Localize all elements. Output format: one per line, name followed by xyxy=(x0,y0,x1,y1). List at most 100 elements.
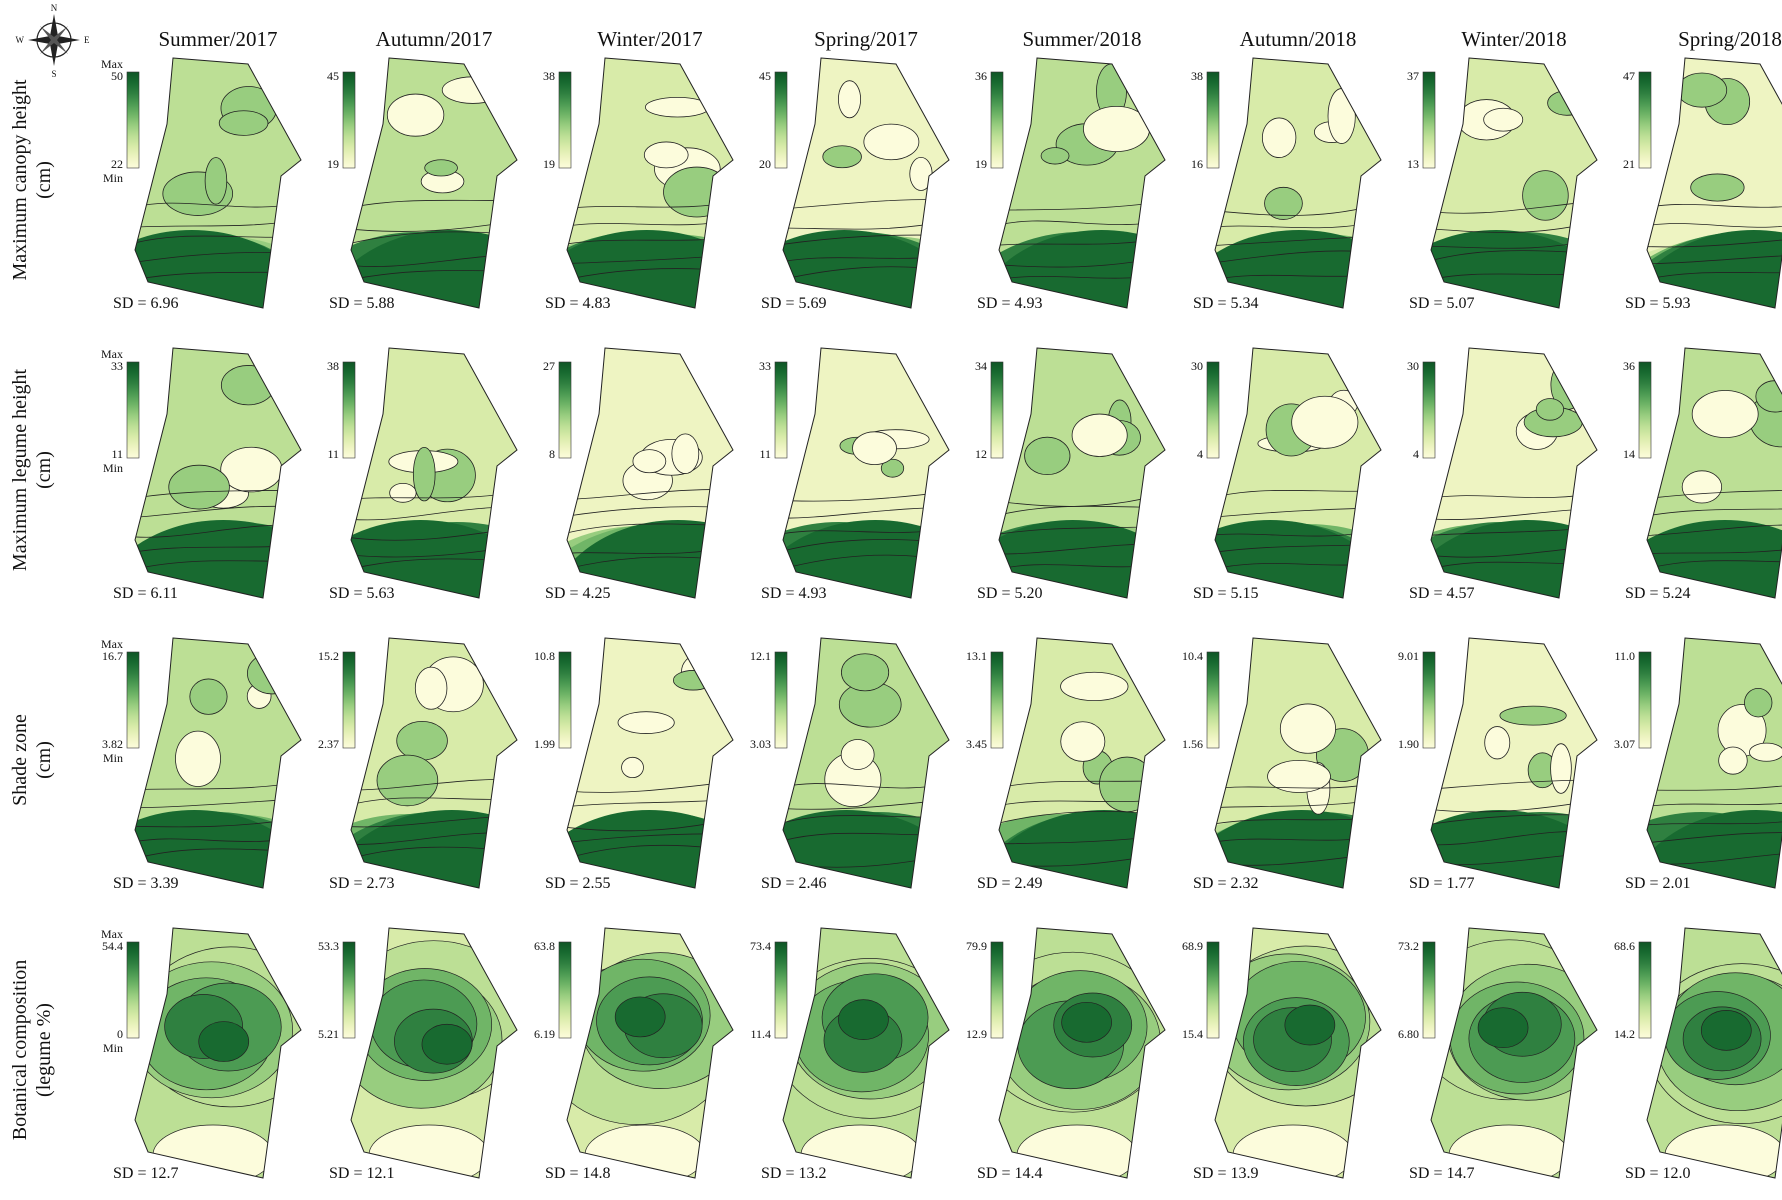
map-zone xyxy=(169,465,230,509)
sd-label: SD = 14.8 xyxy=(545,1165,610,1182)
map-zone xyxy=(1478,1008,1528,1048)
compass: N S E W xyxy=(16,3,91,79)
legend-min-value: 22 xyxy=(111,157,123,171)
map-zone xyxy=(1551,744,1572,794)
legend-max-label: Max xyxy=(101,57,123,71)
map-fill xyxy=(542,925,745,1185)
map-zone xyxy=(199,1022,249,1062)
sd-label: SD = 5.07 xyxy=(1409,295,1474,312)
legend-max-label: Max xyxy=(101,927,123,941)
legend-min-label: Min xyxy=(103,171,123,185)
legend-max-value: 38 xyxy=(1191,69,1203,83)
legend-min-value: 3.07 xyxy=(1614,737,1635,751)
legend-min-value: 5.21 xyxy=(318,1027,339,1041)
legend-min-value: 16 xyxy=(1191,157,1203,171)
column-title: Spring/2017 xyxy=(814,27,918,51)
color-bar xyxy=(991,362,1003,458)
legend-max-value: 54.4 xyxy=(102,939,123,953)
contour-map-cell: 68.614.2SD = 12.0 xyxy=(1614,925,1782,1185)
color-bar xyxy=(775,72,787,168)
map-zone xyxy=(1328,89,1355,144)
map-zone xyxy=(1041,148,1069,164)
color-bar xyxy=(127,942,139,1038)
legend-min-value: 3.03 xyxy=(750,737,771,751)
column-title: Winter/2018 xyxy=(1461,27,1566,51)
contour-map-cell: 73.26.80SD = 14.7 xyxy=(1398,925,1609,1185)
sd-label: SD = 2.55 xyxy=(545,875,610,892)
legend-min-value: 1.99 xyxy=(534,737,555,751)
legend-max-value: 9.01 xyxy=(1398,649,1419,663)
map-zone xyxy=(853,432,897,465)
map-zone xyxy=(1285,1005,1335,1045)
color-bar xyxy=(1423,72,1435,168)
color-bar xyxy=(1423,652,1435,748)
color-bar xyxy=(991,942,1003,1038)
legend-min-value: 1.56 xyxy=(1182,737,1203,751)
sd-label: SD = 12.1 xyxy=(329,1165,394,1182)
sd-label: SD = 2.46 xyxy=(761,875,826,892)
color-bar xyxy=(775,652,787,748)
row-label: (cm) xyxy=(33,161,55,199)
map-zone xyxy=(1061,672,1128,700)
color-bar xyxy=(1207,652,1219,748)
map-zone xyxy=(823,146,862,168)
map-zone xyxy=(841,740,874,770)
map-zone xyxy=(1500,706,1566,725)
row-label: Shade zone xyxy=(9,714,31,806)
legend-min-value: 15.4 xyxy=(1182,1027,1203,1041)
color-bar xyxy=(559,652,571,748)
sd-label: SD = 14.4 xyxy=(977,1165,1042,1182)
legend-max-value: 33 xyxy=(759,359,771,373)
sd-label: SD = 5.63 xyxy=(329,585,394,602)
sd-label: SD = 14.7 xyxy=(1409,1165,1474,1182)
color-bar xyxy=(127,362,139,458)
compass-label: W xyxy=(16,35,25,45)
legend-max-value: 73.4 xyxy=(750,939,771,953)
color-bar xyxy=(343,362,355,458)
map-zone xyxy=(1062,1002,1112,1042)
row-label: (cm) xyxy=(33,741,55,779)
sd-label: SD = 3.39 xyxy=(113,875,178,892)
contour-map-cell: 54.40MaxMinSD = 12.7 xyxy=(101,925,326,1185)
legend-min-value: 3.82 xyxy=(102,737,123,751)
legend-max-value: 38 xyxy=(327,359,339,373)
legend-min-label: Min xyxy=(103,1041,123,1055)
sd-label: SD = 2.73 xyxy=(329,875,394,892)
legend-min-value: 19 xyxy=(975,157,987,171)
map-zone xyxy=(390,483,417,502)
sd-label: SD = 2.01 xyxy=(1625,875,1690,892)
page: N S E W Summer/2017Autumn/2017Winter/201… xyxy=(0,0,1782,1200)
row-label: (cm) xyxy=(33,451,55,489)
legend-max-value: 47 xyxy=(1623,69,1635,83)
map-zone xyxy=(644,142,688,168)
color-bar xyxy=(127,72,139,168)
legend-max-value: 11.0 xyxy=(1614,649,1635,663)
sd-label: SD = 6.96 xyxy=(113,295,178,312)
map-zone xyxy=(1280,704,1335,753)
map-zone xyxy=(1485,727,1510,759)
map-zone xyxy=(910,157,932,190)
map-zone xyxy=(1677,73,1727,107)
legend-min-value: 19 xyxy=(543,157,555,171)
color-bar xyxy=(1207,72,1219,168)
row-label: Botanical composition xyxy=(9,960,31,1141)
legend-min-value: 11 xyxy=(111,447,123,461)
column-title: Autumn/2018 xyxy=(1240,27,1357,51)
map-zone xyxy=(1719,747,1748,774)
map-zone xyxy=(175,731,220,786)
sd-label: SD = 5.20 xyxy=(977,585,1042,602)
legend-min-label: Min xyxy=(103,751,123,765)
sd-label: SD = 5.93 xyxy=(1625,295,1690,312)
map-zone xyxy=(1099,757,1154,812)
color-bar xyxy=(775,362,787,458)
sd-label: SD = 1.77 xyxy=(1409,875,1474,892)
legend-max-value: 79.9 xyxy=(966,939,987,953)
compass-label: S xyxy=(51,69,56,79)
map-zone xyxy=(190,679,227,714)
legend-max-label: Max xyxy=(101,637,123,651)
legend-min-value: 6.80 xyxy=(1398,1027,1419,1041)
legend-max-value: 34 xyxy=(975,359,987,373)
map-zone xyxy=(1025,437,1070,474)
map-zone xyxy=(1548,91,1586,116)
color-bar xyxy=(1423,362,1435,458)
